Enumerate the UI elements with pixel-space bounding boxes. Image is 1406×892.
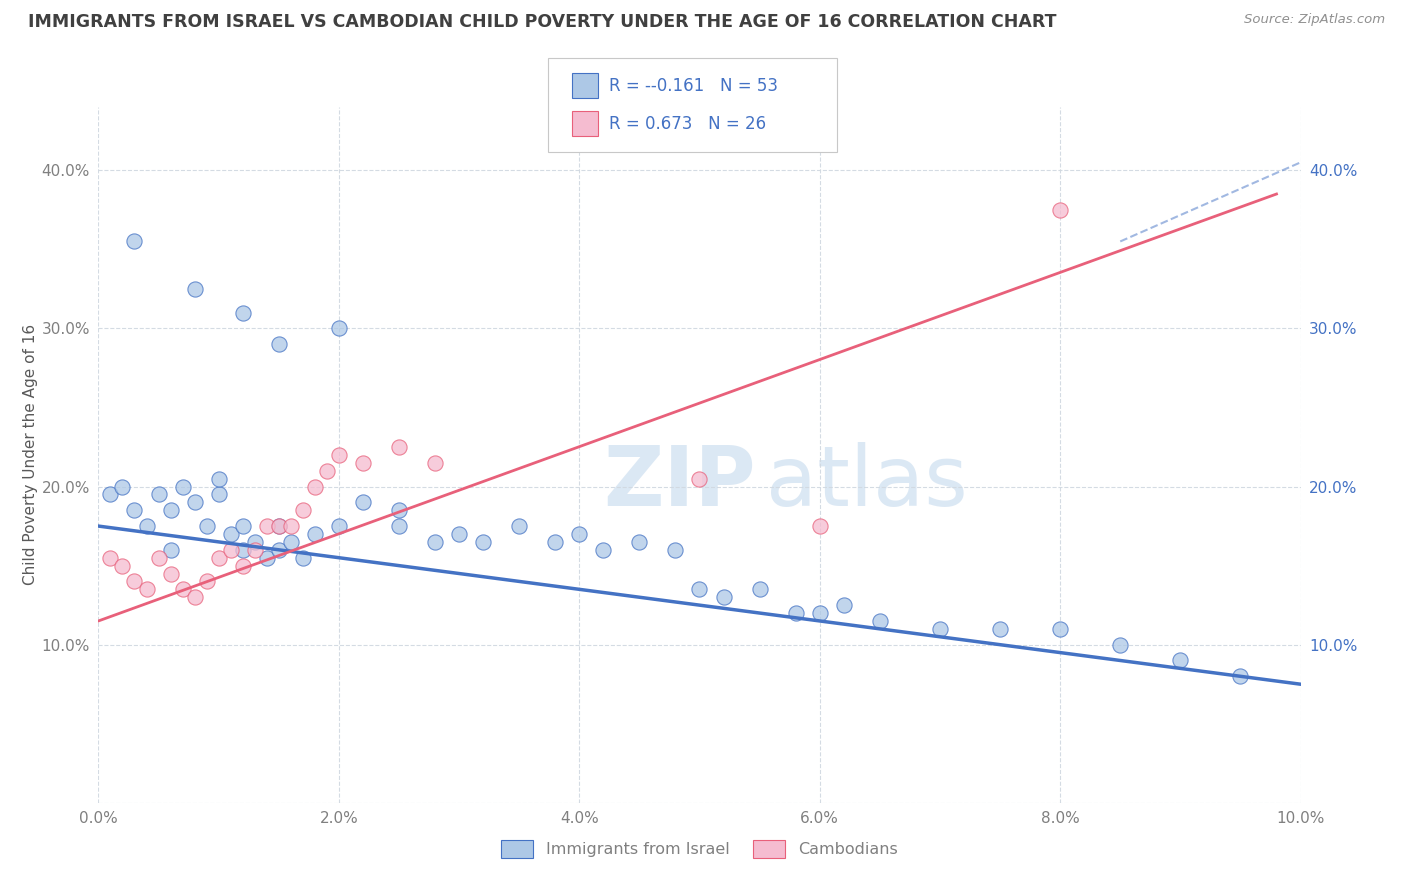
Text: atlas: atlas [766,442,967,524]
Point [689,582,711,597]
Point [508,519,530,533]
Point [1109,638,1132,652]
Point [232,519,254,533]
Point [124,503,146,517]
Text: R = 0.673   N = 26: R = 0.673 N = 26 [609,115,766,133]
Point [280,519,302,533]
Point [148,487,170,501]
Point [219,542,242,557]
Point [195,519,218,533]
Point [256,550,278,565]
Point [544,534,567,549]
Point [183,495,205,509]
Point [183,591,205,605]
Point [208,487,231,501]
Point [232,558,254,573]
Point [159,503,181,517]
Point [1170,653,1192,667]
Point [713,591,735,605]
Point [256,519,278,533]
Point [267,542,290,557]
Point [328,519,350,533]
Point [291,503,314,517]
Point [785,606,807,620]
Point [423,456,446,470]
Point [304,479,326,493]
Point [183,282,205,296]
Point [267,519,290,533]
Point [172,582,194,597]
Text: R = --0.161   N = 53: R = --0.161 N = 53 [609,77,778,95]
Point [159,542,181,557]
Point [808,606,831,620]
Point [472,534,495,549]
Point [689,472,711,486]
Point [568,527,591,541]
Point [1229,669,1251,683]
Point [243,542,266,557]
Point [1049,202,1071,217]
Point [208,472,231,486]
Point [423,534,446,549]
Point [328,448,350,462]
Point [267,519,290,533]
Point [315,464,337,478]
Point [352,456,374,470]
Point [243,534,266,549]
Point [267,337,290,351]
Point [328,321,350,335]
Legend: Immigrants from Israel, Cambodians: Immigrants from Israel, Cambodians [495,833,904,864]
Point [388,440,411,454]
Point [219,527,242,541]
Point [124,235,146,249]
Text: ZIP: ZIP [603,442,756,524]
Point [135,582,157,597]
Point [148,550,170,565]
Point [1049,622,1071,636]
Point [869,614,891,628]
Point [232,542,254,557]
Point [748,582,770,597]
Point [135,519,157,533]
Point [664,542,686,557]
Point [159,566,181,581]
Point [195,574,218,589]
Point [208,550,231,565]
Point [447,527,470,541]
Point [388,503,411,517]
Point [172,479,194,493]
Y-axis label: Child Poverty Under the Age of 16: Child Poverty Under the Age of 16 [22,325,38,585]
Point [100,487,122,501]
Text: Source: ZipAtlas.com: Source: ZipAtlas.com [1244,13,1385,27]
Point [388,519,411,533]
Point [111,479,134,493]
Point [232,305,254,319]
Point [304,527,326,541]
Point [280,534,302,549]
Point [100,550,122,565]
Point [124,574,146,589]
Point [291,550,314,565]
Point [929,622,952,636]
Point [352,495,374,509]
Point [832,598,855,612]
Point [808,519,831,533]
Point [988,622,1011,636]
Point [592,542,614,557]
Point [628,534,651,549]
Point [111,558,134,573]
Text: IMMIGRANTS FROM ISRAEL VS CAMBODIAN CHILD POVERTY UNDER THE AGE OF 16 CORRELATIO: IMMIGRANTS FROM ISRAEL VS CAMBODIAN CHIL… [28,13,1057,31]
